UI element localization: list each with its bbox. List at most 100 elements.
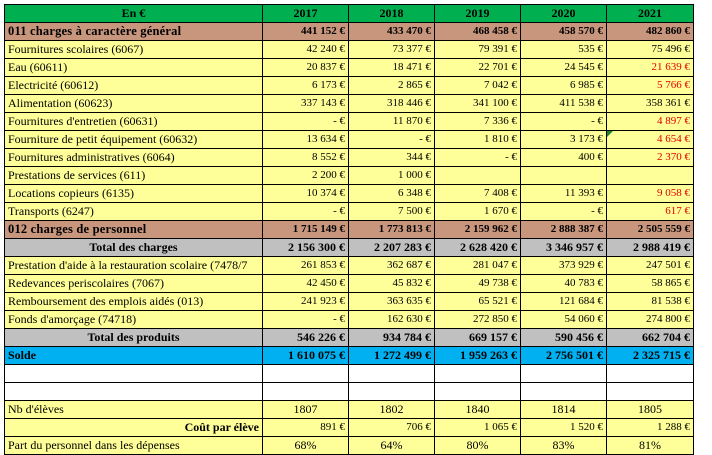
value-cell[interactable]: 4 654 € bbox=[606, 130, 694, 149]
value-cell[interactable]: 1802 bbox=[348, 400, 435, 419]
value-cell[interactable]: 9 058 € bbox=[606, 184, 694, 203]
value-cell[interactable]: 4 897 € bbox=[606, 112, 694, 131]
row-label-cell[interactable]: Alimentation (60623) bbox=[4, 94, 263, 113]
value-cell[interactable] bbox=[520, 364, 607, 383]
value-cell[interactable]: 64% bbox=[348, 436, 435, 455]
value-cell[interactable]: 261 853 € bbox=[262, 256, 349, 275]
value-cell[interactable]: 1 810 € bbox=[434, 130, 521, 149]
value-cell[interactable]: 1814 bbox=[520, 400, 607, 419]
row-label-cell[interactable]: Remboursement des emplois aidés (013) bbox=[4, 292, 263, 311]
value-cell[interactable]: 121 684 € bbox=[520, 292, 607, 311]
value-cell[interactable]: 42 450 € bbox=[262, 274, 349, 293]
value-cell[interactable]: 241 923 € bbox=[262, 292, 349, 311]
value-cell[interactable] bbox=[262, 364, 349, 383]
value-cell[interactable]: 22 701 € bbox=[434, 58, 521, 77]
value-cell[interactable]: 1 610 075 € bbox=[262, 346, 349, 365]
value-cell[interactable]: 6 173 € bbox=[262, 76, 349, 95]
value-cell[interactable]: 1807 bbox=[262, 400, 349, 419]
value-cell[interactable]: 10 374 € bbox=[262, 184, 349, 203]
value-cell[interactable]: 68% bbox=[262, 436, 349, 455]
value-cell[interactable]: 7 500 € bbox=[348, 202, 435, 221]
value-cell[interactable]: 272 850 € bbox=[434, 310, 521, 329]
value-cell[interactable]: 7 336 € bbox=[434, 112, 521, 131]
value-cell[interactable]: 2 207 283 € bbox=[348, 238, 435, 257]
value-cell[interactable]: 40 783 € bbox=[520, 274, 607, 293]
row-label-cell[interactable]: Prestation d'aide à la restauration scol… bbox=[4, 256, 263, 275]
value-cell[interactable]: 2 325 715 € bbox=[606, 346, 694, 365]
value-cell[interactable]: 535 € bbox=[520, 40, 607, 59]
value-cell[interactable]: 2 200 € bbox=[262, 166, 349, 185]
value-cell[interactable]: 8 552 € bbox=[262, 148, 349, 167]
row-label-cell[interactable]: Total des charges bbox=[4, 238, 263, 257]
value-cell[interactable]: 21 639 € bbox=[606, 58, 694, 77]
value-cell[interactable]: 11 393 € bbox=[520, 184, 607, 203]
value-cell[interactable]: 274 800 € bbox=[606, 310, 694, 329]
value-cell[interactable]: 433 470 € bbox=[348, 22, 435, 41]
value-cell[interactable]: 45 832 € bbox=[348, 274, 435, 293]
row-label-cell[interactable]: Part du personnel dans les dépenses bbox=[4, 436, 263, 455]
value-cell[interactable] bbox=[606, 382, 694, 401]
value-cell[interactable]: 80% bbox=[434, 436, 521, 455]
header-year-cell[interactable]: 2019 bbox=[434, 4, 521, 23]
value-cell[interactable]: 6 985 € bbox=[520, 76, 607, 95]
row-label-cell[interactable]: 012 charges de personnel bbox=[4, 220, 263, 239]
value-cell[interactable]: 81 538 € bbox=[606, 292, 694, 311]
value-cell[interactable]: - € bbox=[262, 310, 349, 329]
value-cell[interactable]: - € bbox=[262, 112, 349, 131]
value-cell[interactable]: 341 100 € bbox=[434, 94, 521, 113]
value-cell[interactable]: 1 272 499 € bbox=[348, 346, 435, 365]
value-cell[interactable]: 65 521 € bbox=[434, 292, 521, 311]
value-cell[interactable]: 706 € bbox=[348, 418, 435, 437]
row-label-cell[interactable]: Fournitures administratives (6064) bbox=[4, 148, 263, 167]
row-label-cell[interactable]: Transports (6247) bbox=[4, 202, 263, 221]
value-cell[interactable]: 73 377 € bbox=[348, 40, 435, 59]
row-label-cell[interactable]: Total des produits bbox=[4, 328, 263, 347]
value-cell[interactable]: 2 370 € bbox=[606, 148, 694, 167]
value-cell[interactable] bbox=[434, 382, 521, 401]
value-cell[interactable]: 3 346 957 € bbox=[520, 238, 607, 257]
value-cell[interactable]: 162 630 € bbox=[348, 310, 435, 329]
value-cell[interactable]: 281 047 € bbox=[434, 256, 521, 275]
value-cell[interactable]: 363 635 € bbox=[348, 292, 435, 311]
value-cell[interactable]: 337 143 € bbox=[262, 94, 349, 113]
value-cell[interactable]: 2 156 300 € bbox=[262, 238, 349, 257]
header-label-cell[interactable]: En € bbox=[4, 4, 263, 23]
value-cell[interactable]: 662 704 € bbox=[606, 328, 694, 347]
value-cell[interactable]: 58 865 € bbox=[606, 274, 694, 293]
value-cell[interactable]: 83% bbox=[520, 436, 607, 455]
value-cell[interactable]: 2 159 962 € bbox=[434, 220, 521, 239]
value-cell[interactable]: 7 408 € bbox=[434, 184, 521, 203]
value-cell[interactable]: - € bbox=[520, 112, 607, 131]
value-cell[interactable]: 482 860 € bbox=[606, 22, 694, 41]
value-cell[interactable]: 400 € bbox=[520, 148, 607, 167]
value-cell[interactable]: 247 501 € bbox=[606, 256, 694, 275]
value-cell[interactable]: 13 634 € bbox=[262, 130, 349, 149]
value-cell[interactable]: 49 738 € bbox=[434, 274, 521, 293]
value-cell[interactable]: 358 361 € bbox=[606, 94, 694, 113]
value-cell[interactable]: 75 496 € bbox=[606, 40, 694, 59]
value-cell[interactable] bbox=[434, 166, 521, 185]
value-cell[interactable]: 590 456 € bbox=[520, 328, 607, 347]
row-label-cell[interactable]: Solde bbox=[4, 346, 263, 365]
header-year-cell[interactable]: 2021 bbox=[606, 4, 694, 23]
value-cell[interactable]: - € bbox=[434, 148, 521, 167]
value-cell[interactable] bbox=[606, 166, 694, 185]
header-year-cell[interactable]: 2018 bbox=[348, 4, 435, 23]
value-cell[interactable]: 373 929 € bbox=[520, 256, 607, 275]
value-cell[interactable] bbox=[520, 166, 607, 185]
value-cell[interactable]: 1 520 € bbox=[520, 418, 607, 437]
value-cell[interactable]: 1 959 263 € bbox=[434, 346, 521, 365]
value-cell[interactable]: 2 865 € bbox=[348, 76, 435, 95]
value-cell[interactable]: 318 446 € bbox=[348, 94, 435, 113]
value-cell[interactable]: 1 065 € bbox=[434, 418, 521, 437]
value-cell[interactable]: 458 570 € bbox=[520, 22, 607, 41]
row-label-cell[interactable]: Redevances periscolaires (7067) bbox=[4, 274, 263, 293]
row-label-cell[interactable]: Eau (60611) bbox=[4, 58, 263, 77]
row-label-cell[interactable]: Nb d'élèves bbox=[4, 400, 263, 419]
value-cell[interactable]: 344 € bbox=[348, 148, 435, 167]
value-cell[interactable]: 617 € bbox=[606, 202, 694, 221]
value-cell[interactable]: 24 545 € bbox=[520, 58, 607, 77]
value-cell[interactable]: - € bbox=[348, 130, 435, 149]
row-label-cell[interactable]: Fonds d'amorçage (74718) bbox=[4, 310, 263, 329]
value-cell[interactable]: 3 173 € bbox=[520, 130, 607, 149]
